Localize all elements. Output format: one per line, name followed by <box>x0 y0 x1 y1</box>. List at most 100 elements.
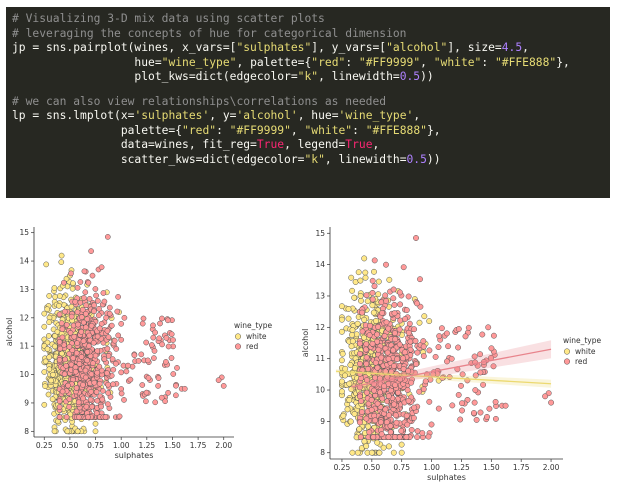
data-point <box>94 298 101 304</box>
data-point <box>401 349 408 356</box>
data-point <box>378 431 385 438</box>
code-token: : <box>216 123 230 137</box>
code-cell[interactable]: # Visualizing 3-D mix data using scatter… <box>6 7 610 198</box>
data-point <box>43 261 50 268</box>
data-point <box>479 331 486 338</box>
data-point <box>110 381 116 388</box>
y-axis-label: alcohol <box>5 318 14 347</box>
code-line: jp = sns.pairplot(wines, x_vars=["sulpha… <box>12 41 610 56</box>
data-point <box>425 433 432 440</box>
data-point <box>368 406 375 413</box>
data-point <box>362 274 369 281</box>
data-point <box>61 371 68 378</box>
y-tick-label: 13 <box>315 291 325 300</box>
data-point <box>77 279 84 285</box>
data-point <box>159 315 165 322</box>
series-red-points <box>56 234 227 420</box>
code-token: "#FF9999" <box>229 123 291 137</box>
data-point <box>349 338 356 345</box>
code-token: , <box>420 55 434 69</box>
data-point <box>110 366 117 373</box>
data-point <box>92 286 99 292</box>
y-axis-label: alcohol <box>301 329 310 358</box>
data-point <box>60 279 67 286</box>
x-tick-label: 1.00 <box>113 441 130 450</box>
data-point <box>492 415 499 422</box>
data-point <box>361 316 368 323</box>
data-point <box>150 322 156 329</box>
data-point <box>52 293 58 300</box>
code-token: "red" <box>182 123 217 137</box>
data-point <box>93 410 100 417</box>
data-point <box>56 398 63 404</box>
data-point <box>348 274 355 281</box>
code-token: lp = sns.lmplot(x= <box>12 109 135 122</box>
data-point <box>51 343 58 350</box>
data-point <box>383 419 390 426</box>
data-point <box>375 278 382 285</box>
data-point <box>363 443 370 450</box>
data-point <box>125 362 131 369</box>
data-point <box>68 313 75 320</box>
data-point <box>405 368 412 374</box>
data-point <box>471 353 478 360</box>
data-point <box>148 342 155 348</box>
data-point <box>44 306 51 313</box>
data-point <box>488 345 495 352</box>
data-point <box>420 338 427 345</box>
data-point <box>387 423 394 429</box>
code-token: True <box>345 138 373 151</box>
code-line: # we can also view relationships\correla… <box>12 95 610 110</box>
data-point <box>548 399 555 406</box>
data-point <box>374 364 381 371</box>
data-point <box>370 387 377 394</box>
data-point <box>363 415 370 422</box>
data-point <box>484 413 490 420</box>
data-point <box>338 388 345 395</box>
data-point <box>373 317 379 324</box>
data-point <box>358 409 365 415</box>
data-point <box>351 410 358 417</box>
data-point <box>90 360 96 367</box>
data-point <box>374 331 381 338</box>
x-tick-label: 1.50 <box>164 441 181 450</box>
data-point <box>118 336 125 343</box>
data-point <box>88 322 95 329</box>
data-point <box>48 377 54 384</box>
data-point <box>426 347 433 354</box>
data-point <box>386 276 393 283</box>
data-point <box>390 347 397 354</box>
data-point <box>366 332 373 339</box>
data-point <box>414 300 420 307</box>
data-point <box>403 434 410 441</box>
data-point <box>459 407 465 414</box>
data-point <box>347 418 354 425</box>
data-point <box>411 404 418 411</box>
data-point <box>369 296 376 303</box>
data-point <box>406 320 413 327</box>
data-point <box>82 289 89 296</box>
data-point <box>390 286 397 293</box>
data-point <box>84 316 91 322</box>
data-point <box>143 389 150 396</box>
data-point <box>344 406 351 413</box>
data-point <box>391 301 398 308</box>
data-point <box>105 401 111 407</box>
pairplot-chart: 0.25 0.50 0.75 1.00 1.25 1.50 1.75 2.00 8 9 10 11 12… <box>5 227 272 460</box>
data-point <box>420 353 427 360</box>
data-point <box>159 341 165 348</box>
data-point <box>66 350 73 357</box>
data-point <box>116 413 123 420</box>
code-line: palette={"red": "#FF9999", "white": "#FF… <box>12 124 610 139</box>
data-point <box>106 304 113 311</box>
data-point <box>143 398 149 405</box>
data-point <box>338 378 345 385</box>
data-point <box>387 429 394 436</box>
data-point <box>405 293 412 300</box>
code-token: plot_kws=dict(edgecolor= <box>12 70 298 83</box>
data-point <box>385 325 392 332</box>
code-line: plot_kws=dict(edgecolor="k", linewidth=0… <box>12 70 610 85</box>
y-tick-label: 8 <box>24 427 29 436</box>
data-point <box>354 449 361 456</box>
data-point <box>66 396 73 402</box>
